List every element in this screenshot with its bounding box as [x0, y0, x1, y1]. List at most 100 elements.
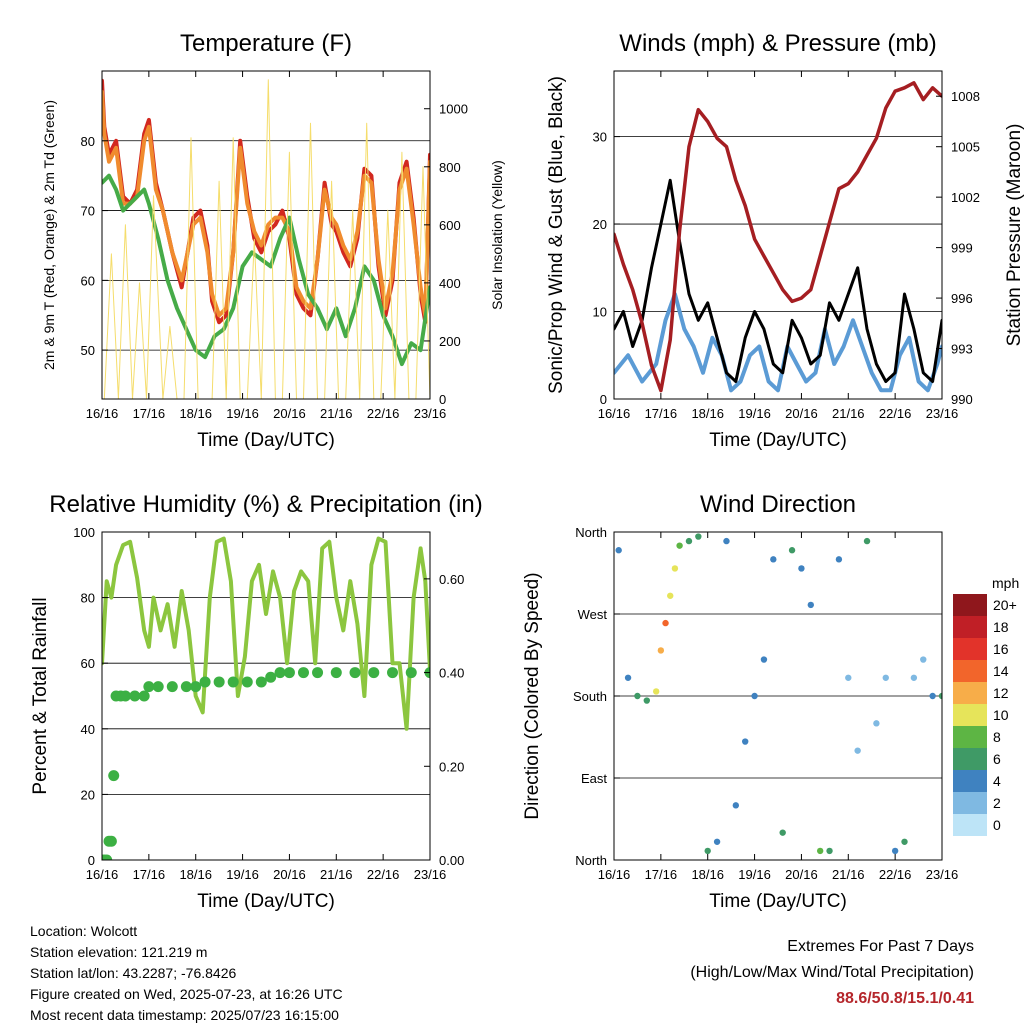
y-tick-label: 0 — [88, 853, 95, 868]
direction-point — [713, 838, 721, 845]
x-tick-label: 21/16 — [320, 406, 353, 421]
colorbar-swatch — [953, 748, 987, 770]
series-point — [349, 667, 361, 679]
panel-direction: 16/16 17/16 18/16 19/16 20/16 21/16 22/16 23/16… — [522, 491, 958, 912]
winds-frame — [613, 70, 943, 400]
direction-title: Wind Direction — [700, 491, 856, 518]
humidity-frame — [101, 531, 431, 861]
y-tick-label: 60 — [81, 273, 95, 288]
colorbar-label: 14 — [993, 663, 1009, 679]
series-point — [387, 667, 399, 679]
direction-point — [873, 720, 880, 727]
series-point — [129, 690, 141, 702]
direction-gridlines — [614, 613, 942, 779]
direction-point — [751, 692, 758, 700]
humidity-data — [102, 536, 430, 860]
series-line — [103, 79, 430, 399]
x-tick-label: 20/16 — [273, 867, 306, 882]
winds-data — [614, 81, 942, 393]
series-point — [265, 671, 277, 683]
series-point — [368, 667, 380, 679]
direction-point — [798, 565, 805, 572]
y-tick-label-right: 1002 — [951, 190, 980, 205]
x-tick-label: 23/16 — [414, 867, 447, 882]
x-tick-label: 19/16 — [226, 406, 259, 421]
y-tick-label: 0 — [600, 392, 607, 407]
x-tick-label: 17/16 — [645, 867, 678, 882]
direction-point — [695, 533, 702, 540]
temperature-data — [102, 78, 430, 399]
colorbar-swatch — [953, 792, 987, 814]
temperature-y-axis-label-right: Solar Insolation (Yellow) — [489, 160, 505, 310]
winds-y-axis-label: Sonic/Prop Wind & Gust (Blue, Black) — [546, 76, 567, 394]
direction-point — [676, 542, 683, 549]
colorbar-swatch — [953, 682, 987, 704]
colorbar-label: 10 — [993, 707, 1009, 723]
extremes-title: Extremes For Past 7 Days — [787, 938, 974, 955]
x-tick-label: 19/16 — [738, 867, 771, 882]
speed-colorbar: mph 20+ 18 16 14 12 10 8 6 4 2 0 — [953, 575, 1019, 836]
y-tick-label-right: 990 — [951, 392, 973, 407]
colorbar-swatch — [953, 704, 987, 726]
series-point — [312, 667, 324, 679]
humidity-gridlines — [102, 597, 430, 795]
y-tick-label: 50 — [81, 343, 95, 358]
humidity-x-axis-label: Time (Day/UTC) — [197, 891, 335, 912]
direction-x-axis-label: Time (Day/UTC) — [709, 891, 847, 912]
panel-humidity: 16/16 17/16 18/16 19/16 20/16 21/16 22/16 23/16… — [30, 491, 483, 912]
x-tick-label: 20/16 — [273, 406, 306, 421]
series-line — [614, 81, 942, 393]
direction-point — [845, 674, 852, 681]
y-tick-label: 10 — [593, 305, 607, 320]
series-point — [166, 681, 178, 693]
x-tick-label: 18/16 — [179, 867, 212, 882]
colorbar-label: 2 — [993, 795, 1001, 811]
x-tick-label: 22/16 — [367, 406, 400, 421]
direction-point — [723, 537, 730, 545]
winds-x-axis-label: Time (Day/UTC) — [709, 430, 847, 451]
direction-point — [732, 802, 740, 809]
series-line — [102, 173, 430, 367]
direction-point — [826, 847, 833, 855]
series-point — [283, 667, 295, 679]
direction-point — [863, 537, 871, 545]
y-tick-label-right: 0.60 — [439, 572, 464, 587]
direction-point — [920, 656, 927, 663]
direction-point — [760, 656, 768, 663]
series-point — [190, 681, 202, 693]
direction-point — [685, 537, 693, 545]
direction-point — [882, 674, 889, 681]
direction-point — [624, 674, 632, 681]
series-point — [330, 667, 342, 679]
direction-point — [788, 547, 796, 554]
colorbar-swatch — [953, 638, 987, 660]
y-tick-label: North — [575, 853, 607, 868]
y-tick-label-right: 0 — [439, 392, 446, 407]
direction-point — [704, 847, 711, 855]
series-point — [241, 676, 253, 688]
direction-point — [643, 697, 650, 704]
series-point — [180, 681, 192, 693]
elevation-text: Station elevation: 121.219 m — [30, 944, 208, 960]
y-tick-label-right: 1000 — [439, 102, 468, 117]
panel-temperature: 16/16 17/16 18/16 19/16 20/16 21/16 22/16 23/16… — [41, 30, 505, 451]
series-point — [405, 667, 417, 679]
y-tick-label: 60 — [81, 656, 95, 671]
extremes-subtitle: (High/Low/Max Wind/Total Precipitation) — [690, 964, 974, 981]
direction-point — [835, 556, 843, 563]
series-point — [213, 676, 225, 688]
x-tick-label: 19/16 — [738, 406, 771, 421]
temperature-y-axis-label: 2m & 9m T (Red, Orange) & 2m Td (Green) — [41, 100, 57, 370]
latlon-text: Station lat/lon: 43.2287; -76.8426 — [30, 965, 237, 981]
x-tick-label: 16/16 — [86, 406, 119, 421]
x-tick-label: 18/16 — [179, 406, 212, 421]
recent-text: Most recent data timestamp: 2025/07/23 1… — [30, 1007, 339, 1023]
direction-point — [901, 838, 908, 845]
x-tick-label: 23/16 — [926, 867, 959, 882]
temperature-title: Temperature (F) — [180, 30, 352, 57]
y-tick-label-right: 400 — [439, 276, 461, 291]
direction-y-axis-label: Direction (Colored By Speed) — [522, 572, 543, 819]
y-tick-label: East — [581, 771, 607, 786]
x-tick-label: 17/16 — [645, 406, 678, 421]
